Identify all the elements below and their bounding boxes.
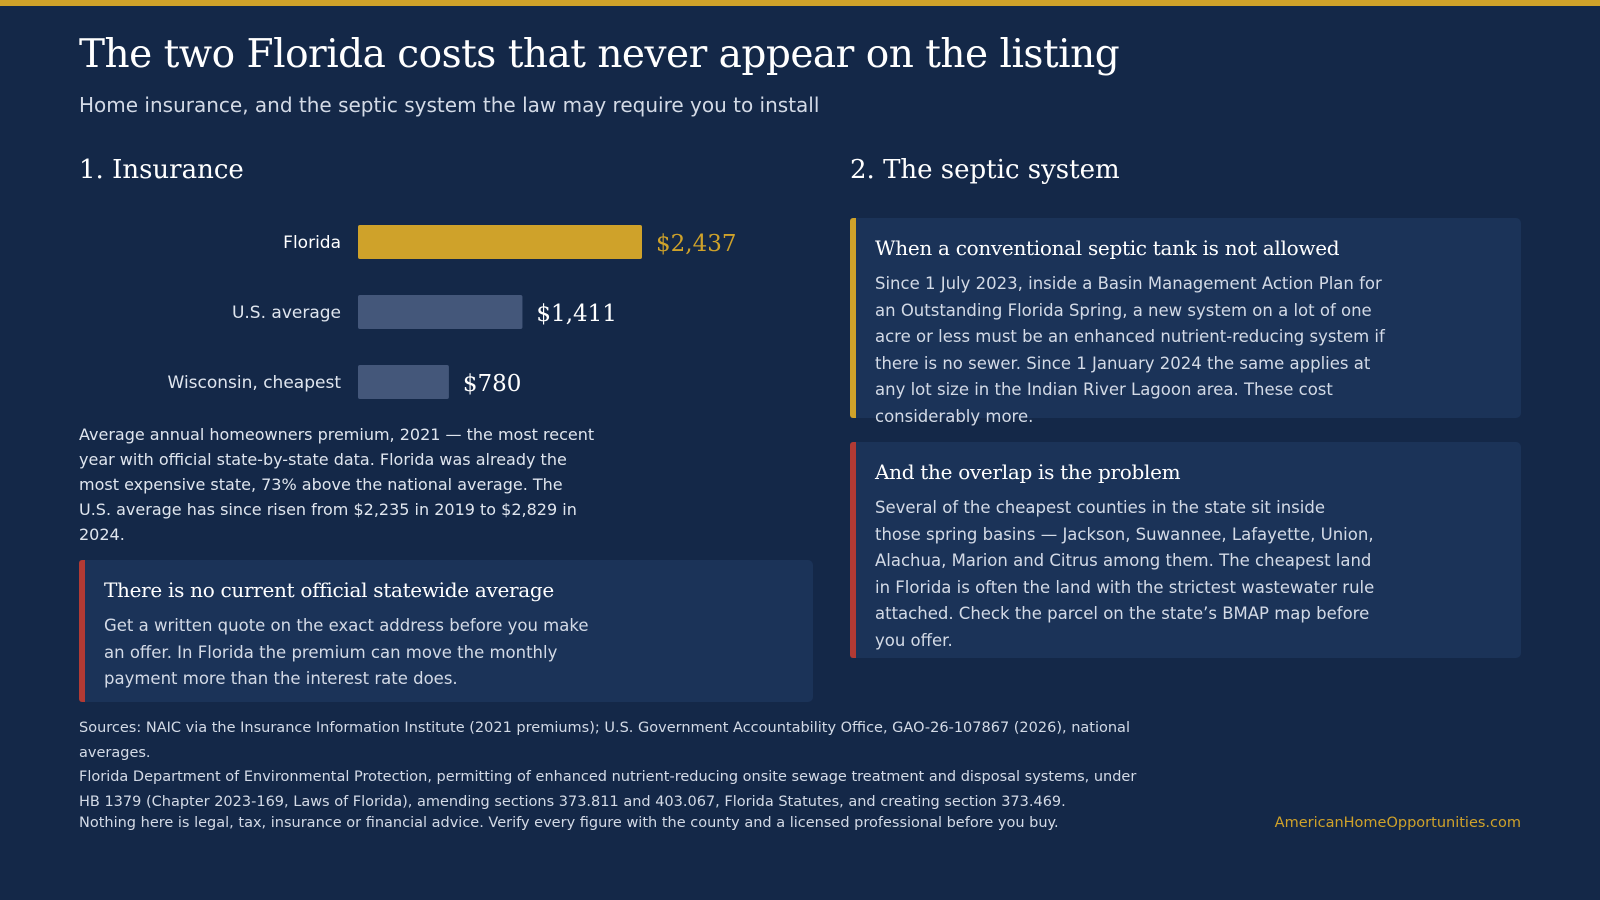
card-accent-bar xyxy=(850,218,856,418)
bar xyxy=(358,365,449,399)
overlap-card-title: And the overlap is the problem xyxy=(875,460,1181,484)
septic-card-title: When a conventional septic tank is not a… xyxy=(875,236,1340,260)
top-accent-bar xyxy=(0,0,1600,6)
sources-line: Sources: NAIC via the Insurance Informat… xyxy=(79,720,1130,761)
insurance-heading: 1. Insurance xyxy=(79,155,244,185)
sources-line: Florida Department of Environmental Prot… xyxy=(79,769,1137,785)
bar-category-label: U.S. average xyxy=(232,303,341,323)
page-subtitle: Home insurance, and the septic system th… xyxy=(79,93,820,117)
bar-value-label: $780 xyxy=(463,371,522,397)
insurance-bar-chart: Florida $2,437 U.S. average $1,411 Wisconsin… xyxy=(168,225,736,399)
septic-card-conventional: When a conventional septic tank is not a… xyxy=(850,218,1521,426)
septic-card-body: Since 1 July 2023, inside a Basin Manage… xyxy=(875,274,1385,426)
bar xyxy=(358,225,642,259)
septic-card-overlap: And the overlap is the problem Several o… xyxy=(850,442,1521,658)
insurance-callout: There is no current official statewide a… xyxy=(79,560,813,702)
bar-category-label: Wisconsin, cheapest xyxy=(168,373,342,393)
bar-category-label: Florida xyxy=(283,233,341,253)
sources: Sources: NAIC via the Insurance Informat… xyxy=(79,716,1199,814)
overlap-card-body: Several of the cheapest counties in the … xyxy=(875,498,1375,650)
page-title: The two Florida costs that never appear … xyxy=(79,32,1120,77)
disclaimer: Nothing here is legal, tax, insurance or… xyxy=(79,815,1059,831)
bar-value-label: $2,437 xyxy=(656,231,736,257)
bar-value-label: $1,411 xyxy=(536,301,616,327)
callout-accent-bar xyxy=(79,560,85,702)
chart-note: Average annual homeowners premium, 2021 … xyxy=(79,425,595,544)
callout-body: Get a written quote on the exact address… xyxy=(104,616,589,688)
bar xyxy=(358,295,523,329)
sources-line: HB 1379 (Chapter 2023-169, Laws of Flori… xyxy=(79,793,1066,810)
callout-title: There is no current official statewide a… xyxy=(104,578,554,602)
septic-heading: 2. The septic system xyxy=(850,155,1120,185)
card-accent-bar xyxy=(850,442,856,658)
site-link[interactable]: AmericanHomeOpportunities.com xyxy=(1274,815,1521,831)
